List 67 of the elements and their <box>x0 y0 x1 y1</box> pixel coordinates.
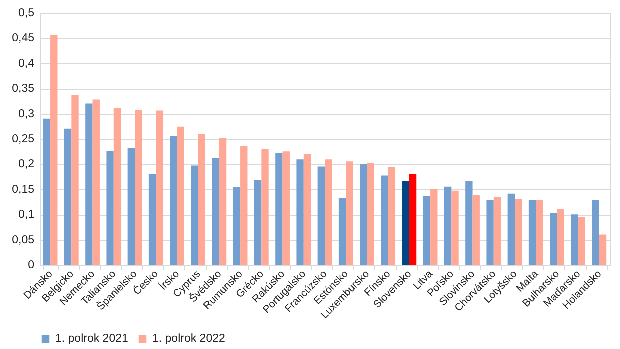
y-tick-label: 0,5 <box>18 8 34 20</box>
bar <box>170 136 178 265</box>
bar <box>472 194 480 265</box>
bar <box>276 153 283 265</box>
bar <box>177 126 184 265</box>
y-tick-label: 0 <box>28 260 34 272</box>
y-tick-label: 0,35 <box>12 83 34 96</box>
y-tick-label: 0,15 <box>12 184 34 196</box>
y-tick-label: 0,4 <box>18 58 36 70</box>
bar <box>360 164 368 265</box>
bar <box>402 181 410 265</box>
bar <box>325 160 332 265</box>
bar <box>494 196 502 265</box>
bar <box>444 186 452 265</box>
bar <box>452 190 459 265</box>
bar <box>148 174 156 265</box>
bar <box>466 181 473 265</box>
bar <box>338 198 346 265</box>
y-tick-label: 0,3 <box>18 108 34 120</box>
bar <box>423 196 431 265</box>
bar <box>135 110 142 265</box>
legend-label: 1. polrok 2022 <box>152 333 226 346</box>
bar <box>296 160 304 265</box>
bar <box>240 146 248 265</box>
bar <box>191 166 198 265</box>
bar <box>508 194 515 265</box>
bar <box>381 176 388 265</box>
bar <box>92 100 100 265</box>
bar <box>233 187 241 265</box>
legend-label: 1. polrok 2021 <box>56 333 128 346</box>
bar <box>282 152 290 265</box>
bar <box>262 149 269 265</box>
bar <box>578 217 586 265</box>
bar <box>106 151 114 265</box>
bar <box>592 200 600 265</box>
bar <box>128 148 135 265</box>
bar <box>64 128 72 265</box>
bar <box>50 35 58 265</box>
bar <box>528 200 536 265</box>
y-tick-label: 0,1 <box>18 209 34 222</box>
bar <box>571 214 578 265</box>
bar <box>156 110 164 265</box>
bar <box>43 118 51 265</box>
bar <box>318 166 325 265</box>
y-tick-label: 0,2 <box>18 158 34 171</box>
bar <box>599 234 607 265</box>
bar <box>486 200 494 265</box>
bar <box>219 138 227 265</box>
bar <box>367 163 374 265</box>
bar <box>346 162 354 265</box>
bar <box>254 180 262 265</box>
y-tick-label: 0,45 <box>12 32 34 45</box>
y-tick-label: 0,25 <box>12 134 34 146</box>
bar <box>114 108 122 265</box>
bar <box>198 134 206 265</box>
bar <box>557 210 564 265</box>
bar <box>212 158 220 265</box>
y-tick-label: 0,05 <box>12 234 34 246</box>
bar <box>388 167 396 265</box>
bar <box>550 213 558 265</box>
bar <box>430 189 438 265</box>
bar <box>72 95 79 265</box>
bar <box>536 200 544 265</box>
bar <box>409 174 417 265</box>
bar <box>515 198 522 265</box>
bar <box>86 104 93 265</box>
bar <box>304 154 312 265</box>
